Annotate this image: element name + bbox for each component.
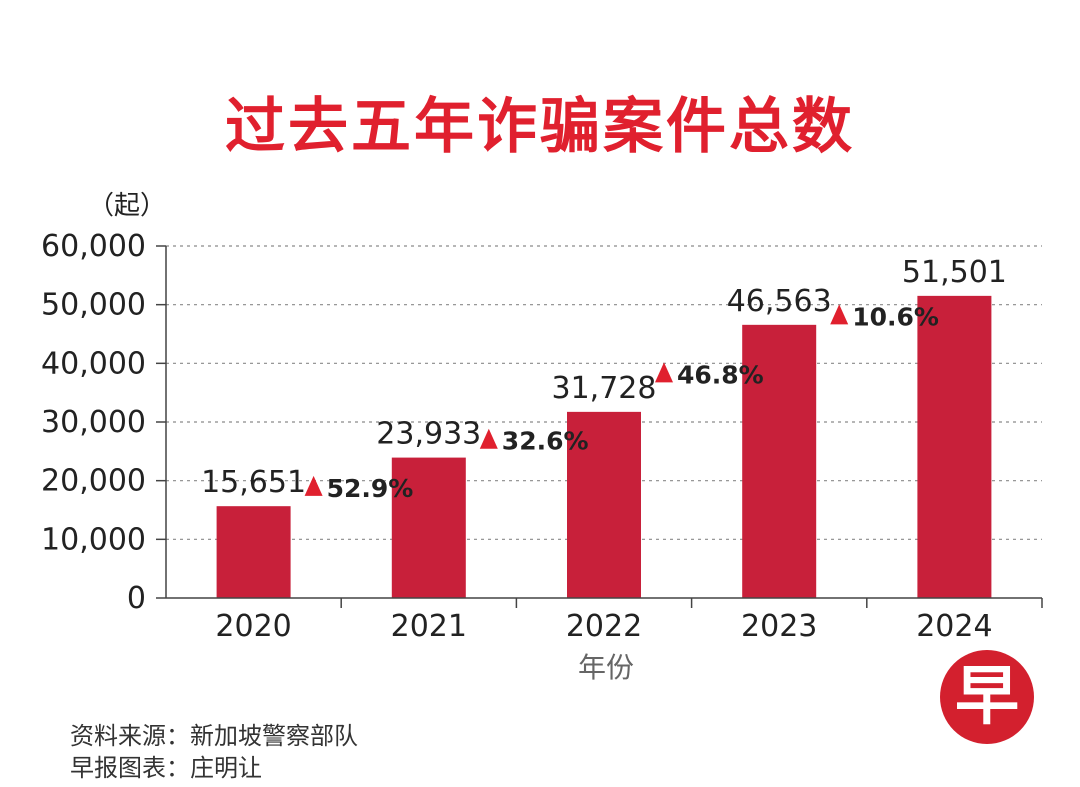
- bar-value-label: 51,501: [902, 255, 1007, 290]
- x-tick-label: 2021: [391, 609, 467, 644]
- bar-2023: [742, 324, 817, 598]
- growth-label: 46.8%: [677, 360, 764, 389]
- x-tick-label: 2022: [566, 609, 642, 644]
- growth-label: 32.6%: [502, 427, 589, 456]
- zaobao-logo: 早: [940, 650, 1034, 744]
- x-tick-label: 2020: [215, 609, 291, 644]
- bar-value-label: 46,563: [727, 284, 832, 319]
- y-tick-label: 50,000: [41, 288, 146, 323]
- bar-2020: [216, 506, 291, 598]
- y-tick-label: 40,000: [41, 346, 146, 381]
- axes: [156, 245, 1043, 608]
- x-axis-label: 年份: [578, 651, 634, 684]
- y-tick-label: 10,000: [41, 522, 146, 557]
- bar-2024: [917, 295, 992, 598]
- growth-label: 10.6%: [852, 302, 939, 331]
- x-tick-label: 2024: [916, 609, 992, 644]
- growth-label: 52.9%: [327, 474, 414, 503]
- y-tick-label: 0: [127, 581, 146, 616]
- bars: [216, 295, 992, 598]
- growth-up-triangle-icon: [304, 475, 323, 496]
- labels: 0 10,000 20,000 30,000 40,000 50,000 60,000 15,…: [41, 229, 1007, 644]
- bar-value-label: 23,933: [376, 417, 481, 452]
- growth-up-triangle-icon: [479, 428, 498, 449]
- y-tick-label: 60,000: [41, 229, 146, 264]
- growth-up-triangle-icon: [655, 362, 673, 383]
- bar-2021: [391, 457, 466, 598]
- bar-value-label: 31,728: [552, 371, 657, 406]
- bar-2022: [567, 411, 641, 598]
- gridlines: [166, 245, 1042, 540]
- credit-text: 早报图表：庄明让: [70, 754, 262, 782]
- y-axis-unit-label: （起）: [88, 191, 166, 221]
- growth-up-triangle-icon: [830, 304, 849, 325]
- bar-value-label: 15,651: [201, 465, 306, 500]
- chart-title: 过去五年诈骗案件总数: [225, 92, 855, 162]
- y-tick-label: 30,000: [41, 405, 146, 440]
- source-text: 资料来源：新加坡警察部队: [70, 722, 358, 750]
- y-tick-label: 20,000: [41, 464, 146, 499]
- x-tick-label: 2023: [741, 609, 817, 644]
